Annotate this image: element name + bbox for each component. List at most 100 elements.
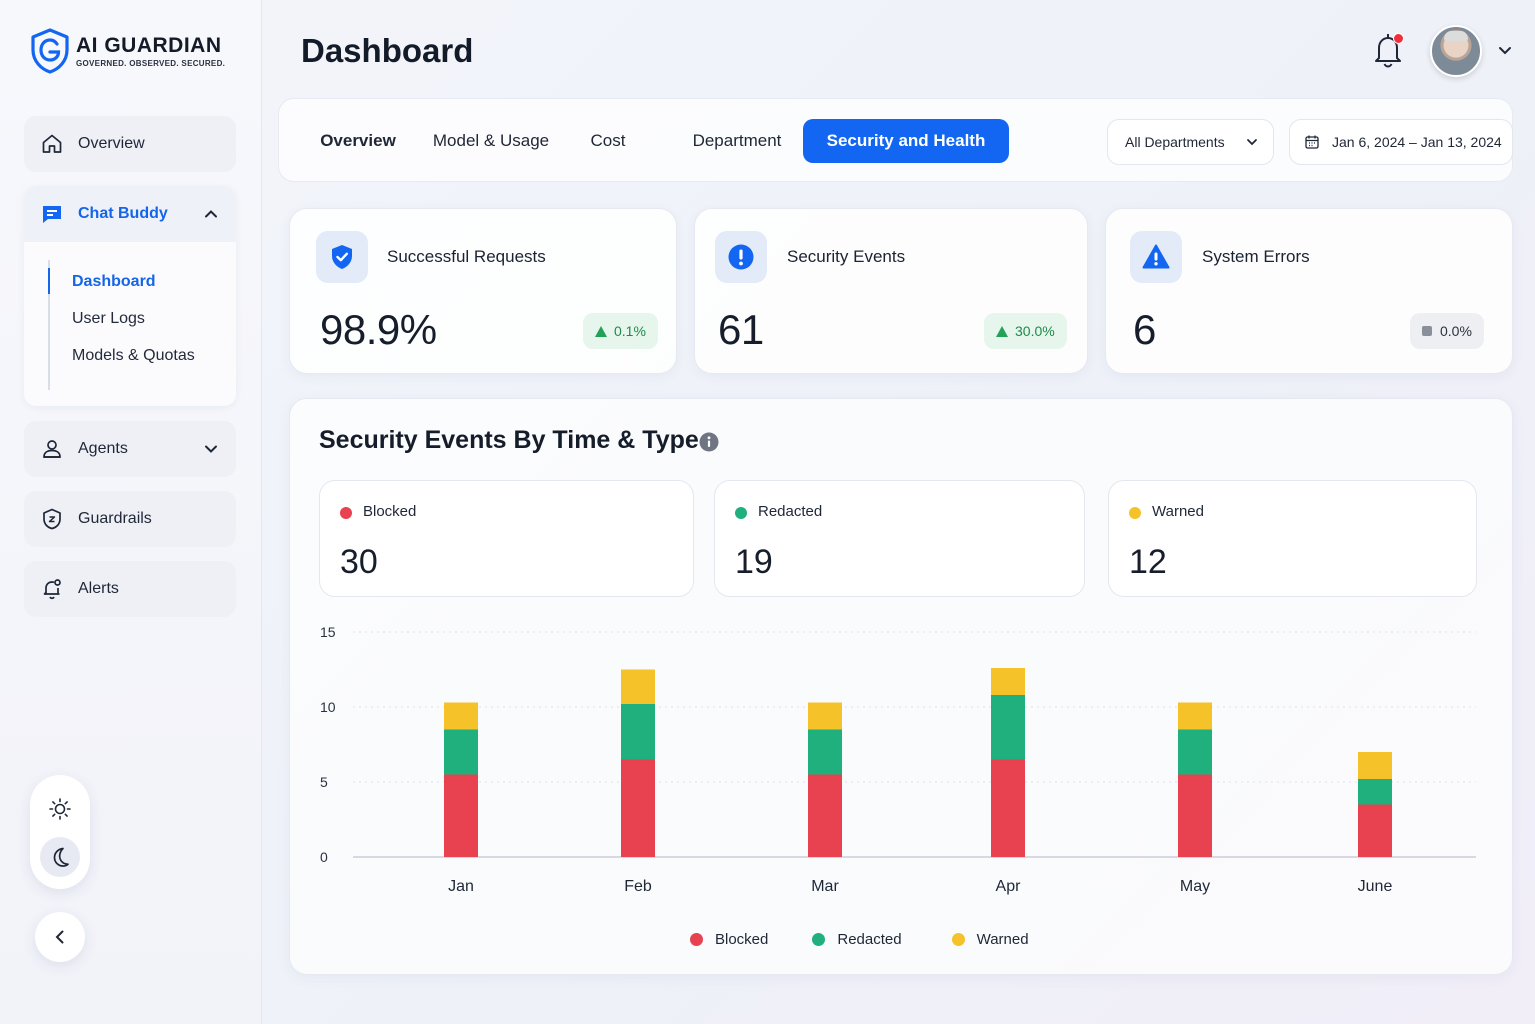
- legend-blocked-label: Blocked: [715, 931, 769, 948]
- bar-segment-redacted: [1358, 779, 1392, 805]
- total-card-blocked: Blocked 30: [319, 480, 694, 597]
- tab-cost[interactable]: Cost: [590, 131, 626, 150]
- bar-segment-warned: [1358, 752, 1392, 779]
- sidebar-item-label: Guardrails: [78, 510, 152, 527]
- bar-segment-warned: [444, 702, 478, 730]
- sidebar-item-chat-buddy[interactable]: Chat Buddy: [24, 186, 236, 242]
- blocked-dot: [340, 507, 352, 519]
- y-tick-label: 5: [320, 774, 328, 790]
- light-mode-button[interactable]: [40, 789, 80, 829]
- user-avatar[interactable]: [1430, 25, 1482, 77]
- brand-logo[interactable]: AI GUARDIAN GOVERNED. OBSERVED. SECURED.: [30, 28, 225, 74]
- y-tick-label: 15: [320, 624, 336, 640]
- y-tick-label: 10: [320, 699, 336, 715]
- shield-check-icon: [332, 245, 352, 269]
- bar-segment-blocked: [621, 759, 655, 857]
- total-label: Redacted: [758, 503, 823, 520]
- tab-model-usage[interactable]: Model & Usage: [432, 131, 550, 150]
- sidebar-group-label: Chat Buddy: [78, 205, 168, 222]
- legend-warned-label: Warned: [976, 931, 1029, 948]
- x-tick-label: Mar: [811, 878, 839, 895]
- sidebar-group-chat-buddy: Chat Buddy Dashboard User Logs Models & …: [24, 186, 236, 406]
- total-value: 30: [340, 543, 378, 581]
- brand-name: AI GUARDIAN: [76, 33, 222, 57]
- trend-value: 0.0%: [1440, 323, 1472, 339]
- total-card-redacted: Redacted 19: [714, 480, 1085, 597]
- trend-up-icon: [595, 325, 607, 337]
- bar-segment-blocked: [1358, 804, 1392, 857]
- sidebar-item-label: Overview: [78, 135, 145, 152]
- bar-segment-redacted: [1178, 729, 1212, 775]
- sidebar: AI GUARDIAN GOVERNED. OBSERVED. SECURED.…: [0, 0, 262, 1024]
- sidebar-submenu: Dashboard User Logs Models & Quotas: [48, 260, 195, 390]
- date-range-picker[interactable]: Jan 6, 2024 – Jan 13, 2024: [1289, 119, 1513, 165]
- y-tick-label: 0: [320, 849, 328, 865]
- chevron-down-icon[interactable]: [202, 440, 220, 458]
- collapse-sidebar-button[interactable]: [35, 912, 85, 962]
- tab-bar: Overview Model & Usage Cost Department S…: [278, 98, 1513, 182]
- stat-icon-wrap: [715, 231, 767, 283]
- total-value: 19: [735, 543, 773, 581]
- notification-bell-icon[interactable]: [1370, 30, 1406, 70]
- chevron-down-icon: [1247, 139, 1257, 146]
- shield-logo-icon: [31, 28, 69, 74]
- bar-segment-redacted: [444, 729, 478, 775]
- bar-segment-warned: [991, 668, 1025, 695]
- redacted-dot: [735, 507, 747, 519]
- dark-mode-button[interactable]: [40, 837, 80, 877]
- sidebar-item-alerts[interactable]: Alerts: [24, 561, 236, 617]
- stat-card-successful-requests: Successful Requests 98.9% 0.1%: [289, 208, 677, 374]
- bar-segment-warned: [808, 702, 842, 730]
- chevron-down-icon[interactable]: [1497, 42, 1513, 58]
- total-card-warned: Warned 12: [1108, 480, 1477, 597]
- stat-card-system-errors: System Errors 6 0.0%: [1105, 208, 1513, 374]
- stat-label: Security Events: [787, 247, 906, 266]
- stat-label: System Errors: [1202, 247, 1310, 266]
- trend-badge: 30.0%: [984, 313, 1067, 349]
- bar-segment-redacted: [808, 729, 842, 775]
- trend-badge: 0.1%: [583, 313, 658, 349]
- security-events-panel: Security Events By Time & Type Blocked 3…: [289, 398, 1513, 975]
- sun-icon: [49, 798, 71, 820]
- agent-icon: [43, 440, 61, 458]
- chevron-up-icon[interactable]: [202, 205, 220, 223]
- trend-flat-icon: [1422, 326, 1432, 336]
- stat-value: 61: [718, 306, 764, 353]
- department-select-value: All Departments: [1125, 134, 1225, 150]
- bar-segment-warned: [621, 669, 655, 704]
- sidebar-item-label: Agents: [78, 440, 128, 457]
- sidebar-item-agents[interactable]: Agents: [24, 421, 236, 477]
- stacked-bar-chart: 0 5 10 15 Jan Feb Mar Apr May June: [320, 624, 1476, 895]
- legend-redacted-dot: [812, 933, 826, 946]
- x-tick-label: Feb: [624, 878, 652, 895]
- chart-legend: Blocked Redacted Warned: [690, 931, 1029, 948]
- chevron-left-icon: [55, 930, 64, 944]
- total-value: 12: [1129, 543, 1167, 581]
- tab-overview[interactable]: Overview: [320, 131, 396, 150]
- sidebar-item-guardrails[interactable]: Guardrails: [24, 491, 236, 547]
- sidebar-item-dashboard[interactable]: Dashboard: [48, 256, 195, 307]
- tab-security-and-health[interactable]: Security and Health: [803, 119, 1009, 163]
- sidebar-item-user-logs[interactable]: User Logs: [72, 309, 145, 327]
- bar-segment-blocked: [444, 774, 478, 857]
- department-select[interactable]: All Departments: [1107, 119, 1274, 165]
- bell-alert-icon: [43, 579, 61, 600]
- sidebar-item-overview[interactable]: Overview: [24, 116, 236, 172]
- legend-blocked-dot: [690, 933, 703, 946]
- legend-warned-dot: [951, 933, 965, 946]
- exclamation-circle-icon: [728, 244, 754, 270]
- total-label: Warned: [1152, 503, 1204, 520]
- warning-triangle-icon: [1142, 244, 1170, 269]
- tab-department[interactable]: Department: [692, 131, 782, 150]
- stat-card-security-events: Security Events 61 30.0%: [694, 208, 1088, 374]
- stat-value: 6: [1133, 306, 1156, 353]
- stat-label: Successful Requests: [387, 247, 546, 266]
- legend-redacted-label: Redacted: [837, 931, 902, 948]
- info-icon[interactable]: [699, 432, 719, 452]
- x-tick-label: June: [1358, 878, 1393, 895]
- sidebar-item-models-quotas[interactable]: Models & Quotas: [72, 346, 195, 364]
- x-tick-label: Jan: [448, 878, 474, 895]
- calendar-icon: [1305, 135, 1319, 149]
- shield-icon: [43, 508, 61, 530]
- panel-title: Security Events By Time & Type: [319, 426, 699, 454]
